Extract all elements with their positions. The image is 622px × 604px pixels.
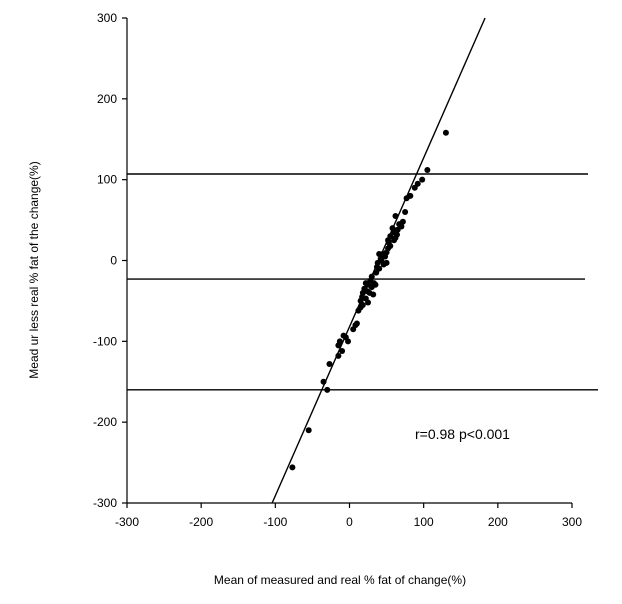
correlation-annotation: r=0.98 p<0.001 — [415, 426, 510, 442]
data-point — [353, 320, 360, 327]
x-tick-label: -200 — [189, 515, 213, 529]
y-tick-label: -100 — [93, 334, 117, 348]
axes — [122, 17, 573, 508]
y-tick-label: -200 — [93, 415, 117, 429]
x-tick-label: -300 — [115, 515, 139, 529]
data-point — [392, 213, 399, 220]
y-tick-label: 0 — [110, 254, 117, 268]
y-tick-label: 300 — [97, 11, 117, 25]
data-point — [376, 265, 383, 272]
x-tick-label: 100 — [414, 515, 434, 529]
data-point — [442, 129, 449, 136]
x-tick-label: 300 — [562, 515, 582, 529]
data-point — [320, 378, 327, 385]
data-point — [424, 166, 431, 173]
data-point — [370, 291, 377, 298]
data-point — [383, 259, 390, 266]
data-point — [289, 464, 296, 471]
data-point — [339, 348, 346, 355]
data-point — [324, 386, 331, 393]
data-point — [387, 233, 394, 240]
data-point — [359, 301, 366, 308]
data-point — [419, 176, 426, 183]
x-tick-label: 200 — [488, 515, 508, 529]
y-tick-label: 100 — [97, 173, 117, 187]
data-point — [399, 218, 406, 225]
data-point — [398, 223, 405, 230]
data-point — [407, 192, 414, 199]
data-point — [414, 180, 421, 187]
y-tick-label: -300 — [93, 496, 117, 510]
data-point — [336, 338, 343, 345]
data-point — [393, 231, 400, 238]
data-point — [402, 209, 409, 215]
y-tick-label: 200 — [97, 92, 117, 106]
y-axis-title: Mead ur less real % fat of the change(%) — [27, 161, 41, 378]
data-points — [289, 129, 449, 471]
data-point — [345, 338, 352, 345]
x-tick-label: -100 — [263, 515, 287, 529]
reference-lines — [127, 173, 598, 391]
data-point — [326, 360, 333, 367]
data-point — [372, 281, 379, 288]
data-point — [305, 427, 312, 434]
tick-labels: -300 -200 -100 0 100 200 300 -300 -200 -100 0 100 20… — [93, 11, 582, 529]
x-axis-title: Mean of measured and real % fat of chang… — [214, 573, 466, 587]
x-tick-label: 0 — [346, 515, 353, 529]
data-point — [368, 273, 375, 280]
data-point — [365, 299, 372, 306]
data-point — [387, 242, 394, 249]
data-point — [335, 352, 342, 359]
